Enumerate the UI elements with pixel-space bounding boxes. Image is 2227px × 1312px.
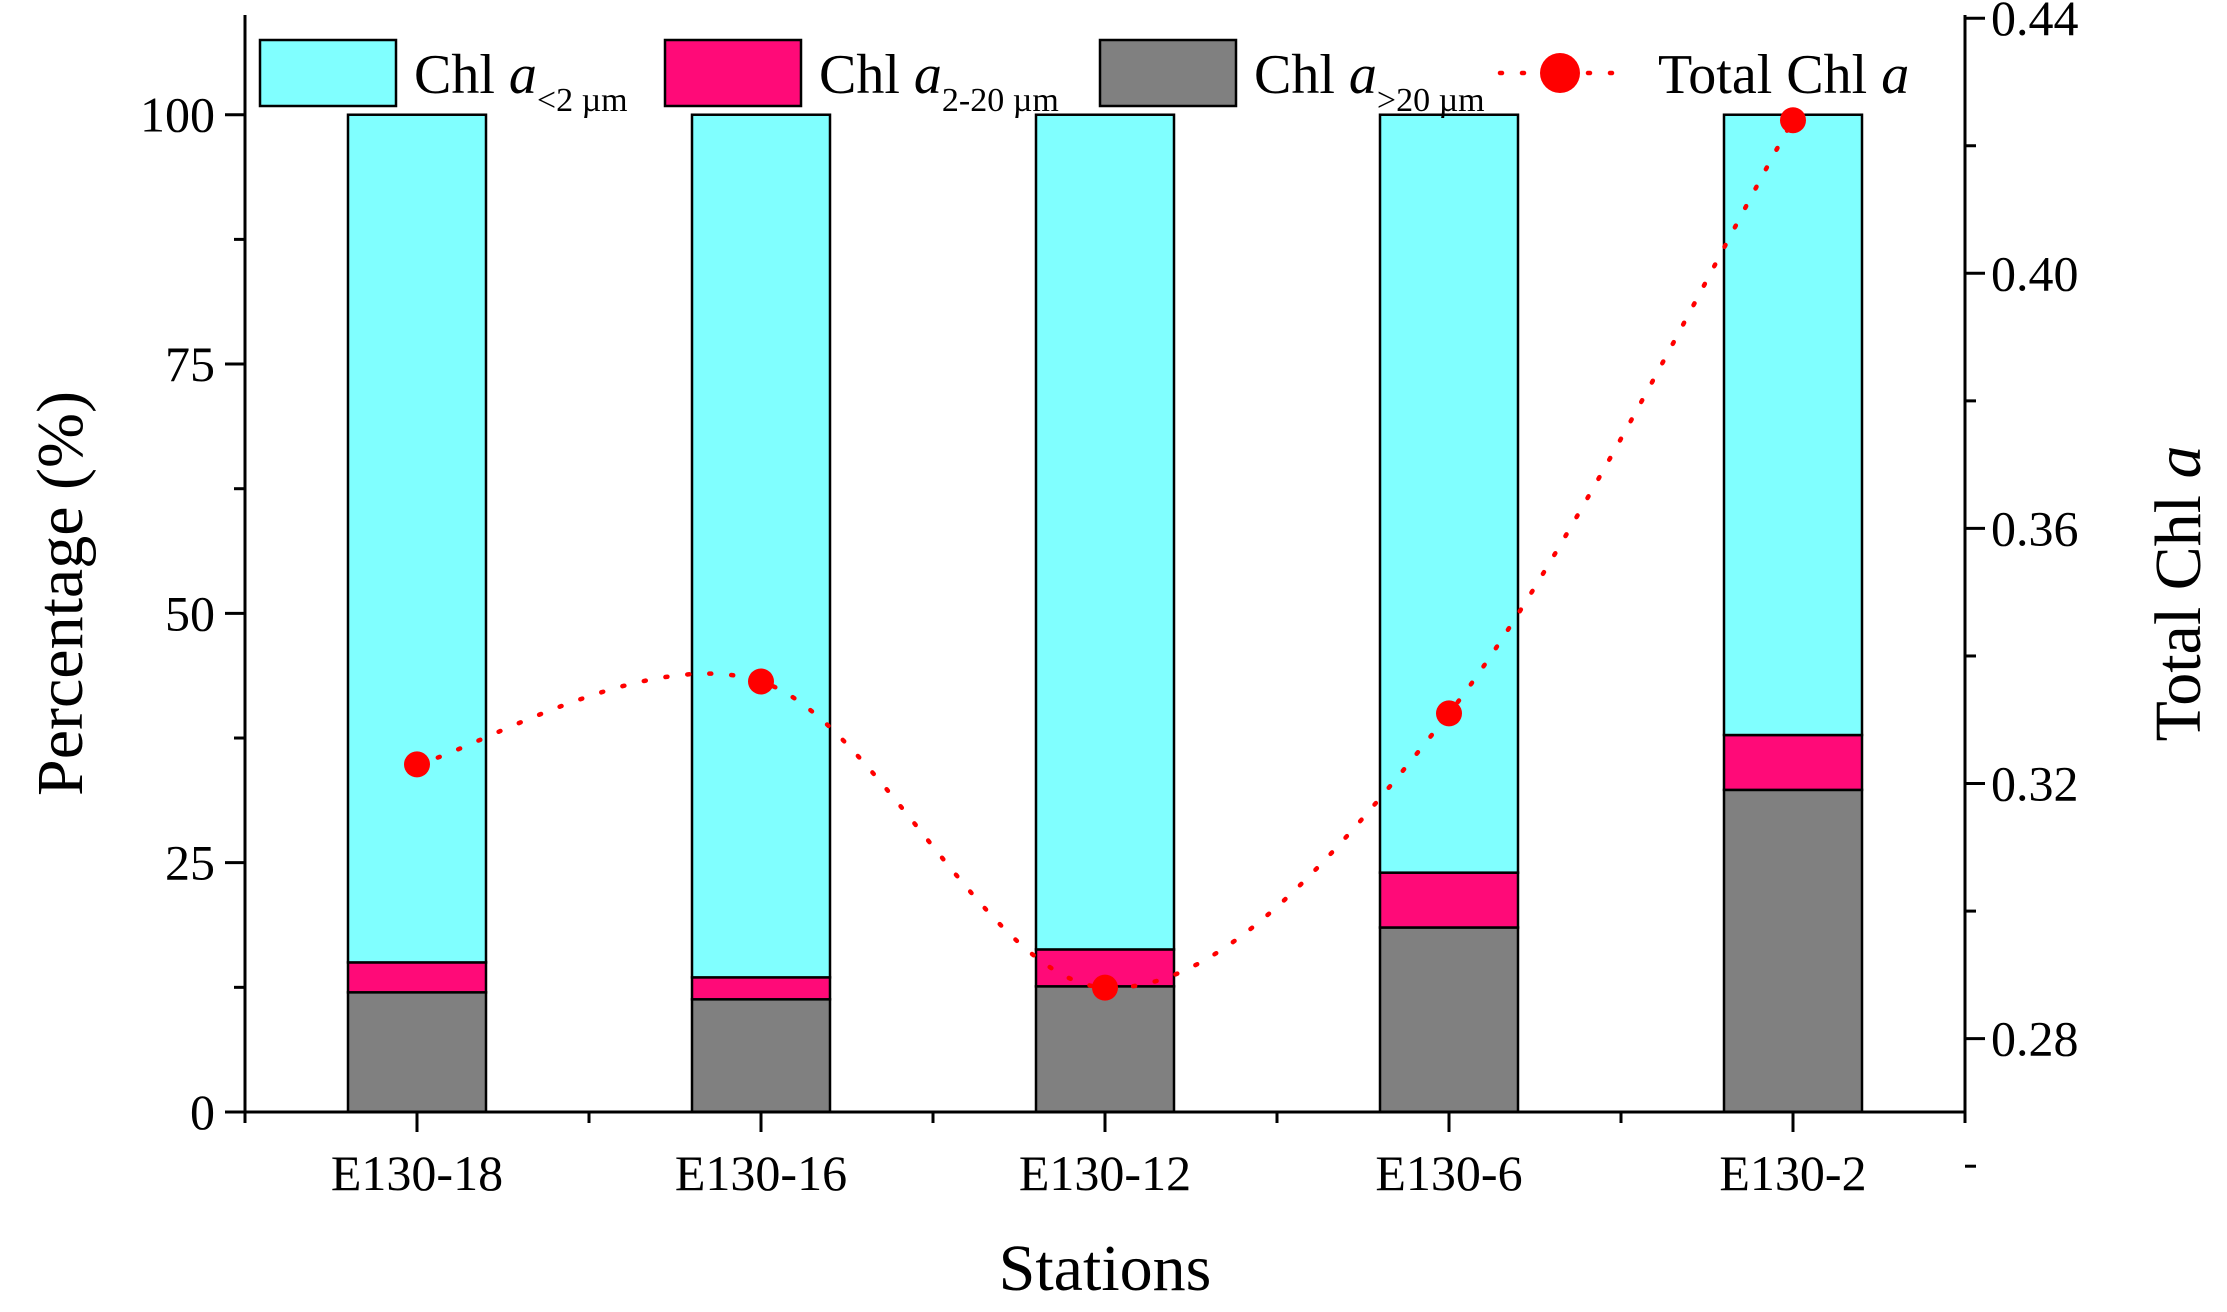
legend-swatch-0 — [258, 38, 398, 108]
total-chl-point-E130-12 — [1092, 974, 1118, 1001]
x-tick-label-E130-16: E130-16 — [675, 1145, 847, 1201]
legend-label-total: Total Chl a — [1658, 44, 1909, 106]
legend-label-0: Chl a<2 µm — [414, 44, 628, 119]
legend-swatch-2 — [1098, 38, 1238, 108]
x-tick-label-E130-2: E130-2 — [1719, 1145, 1866, 1201]
x-axis-title: Stations — [999, 1232, 1212, 1305]
bar-segment-1-E130-6 — [1378, 871, 1520, 929]
y-axis-title: Percentage (%) — [24, 391, 97, 796]
bars-layer — [346, 113, 1864, 1114]
bar-segment-0-E130-2 — [1722, 788, 1864, 1114]
x-tick-label-E130-6: E130-6 — [1375, 1145, 1522, 1201]
total-chl-point-E130-18 — [404, 751, 430, 778]
legend-swatch-1 — [663, 38, 803, 108]
legend: Chl a<2 µm Chl a2-20 µm Chl a>20 µm Total C… — [258, 38, 1909, 119]
y2-axis-title: Total Chl a — [2142, 445, 2215, 741]
y2-axis-title-main: Total Chl — [2142, 478, 2215, 741]
bar-segment-2-E130-16 — [690, 113, 832, 979]
y2-tick-label-4: 0.44 — [1991, 0, 2079, 46]
bar-segment-0-E130-6 — [1378, 926, 1520, 1114]
total-chl-line-layer — [404, 107, 1806, 1001]
legend-line-marker — [1540, 53, 1580, 93]
y2-tick-label-3: 0.40 — [1991, 245, 2079, 301]
y-tick-label-3: 75 — [165, 336, 215, 392]
bar-segment-2-E130-2 — [1722, 113, 1864, 737]
bar-segment-1-E130-16 — [690, 976, 832, 1001]
y-tick-label-1: 25 — [165, 835, 215, 891]
y-tick-label-0: 0 — [190, 1084, 215, 1140]
y2-axis-title-italic: a — [2142, 445, 2215, 478]
bar-segment-0-E130-18 — [346, 991, 488, 1114]
x-tick-label-E130-18: E130-18 — [331, 1145, 503, 1201]
bar-segment-0-E130-12 — [1034, 985, 1176, 1114]
bar-segment-2-E130-12 — [1034, 113, 1176, 951]
legend-label-1: Chl a2-20 µm — [819, 44, 1059, 119]
y2-tick-label-0: 0.28 — [1991, 1011, 2079, 1067]
bar-segment-0-E130-16 — [690, 998, 832, 1114]
y-tick-label-2: 50 — [165, 585, 215, 641]
axes-layer: 0 25 50 75 100 0.28 0.32 0.36 0.40 0.44 E130-18 E13… — [140, 0, 2079, 1201]
bar-segment-1-E130-18 — [346, 961, 488, 994]
y2-tick-label-2: 0.36 — [1991, 500, 2079, 556]
y2-tick-label-1: 0.32 — [1991, 756, 2079, 812]
total-chl-point-E130-16 — [748, 668, 774, 695]
legend-label-2: Chl a>20 µm — [1254, 44, 1485, 119]
total-chl-point-E130-6 — [1436, 700, 1462, 727]
bar-segment-2-E130-6 — [1378, 113, 1520, 874]
y-tick-label-4: 100 — [140, 87, 215, 143]
total-chl-point-E130-2 — [1780, 107, 1806, 134]
bar-segment-1-E130-2 — [1722, 733, 1864, 792]
bar-segment-2-E130-18 — [346, 113, 488, 964]
total-chl-line — [414, 117, 1796, 990]
x-tick-label-E130-12: E130-12 — [1019, 1145, 1191, 1201]
